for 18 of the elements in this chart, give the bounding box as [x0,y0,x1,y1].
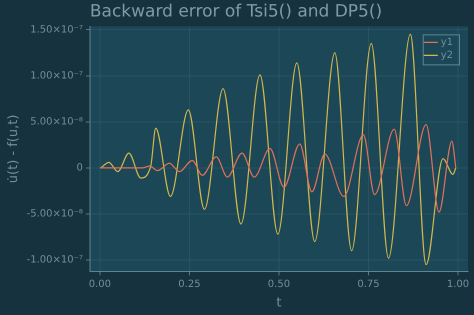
x-axis-title: t [276,296,282,311]
chart-title: Backward error of Tsi5() and DP5() [90,2,382,22]
y-tick-label: 5.00×10⁻⁸ [30,116,83,128]
x-tick-label: 0.75 [357,278,380,290]
y-tick-label: 0 [76,162,83,174]
legend-label: y1 [440,36,453,48]
y-tick-label: -1.00×10⁻⁷ [26,254,83,266]
line-series [100,34,456,266]
y-tick-label: -5.00×10⁻⁸ [26,208,83,220]
x-tick-label: 0.00 [88,278,112,290]
line-series [99,124,456,213]
x-tick-label: 1.00 [446,278,470,290]
y-tick-label: 1.00×10⁻⁷ [30,70,83,82]
x-tick-label: 0.25 [178,278,201,290]
y-tick-label: 1.50×10⁻⁷ [30,24,83,36]
legend-label: y2 [440,50,453,61]
x-tick-label: 0.50 [268,278,290,290]
y-axis-title: u̇(t) - f(u,t) [6,114,22,184]
